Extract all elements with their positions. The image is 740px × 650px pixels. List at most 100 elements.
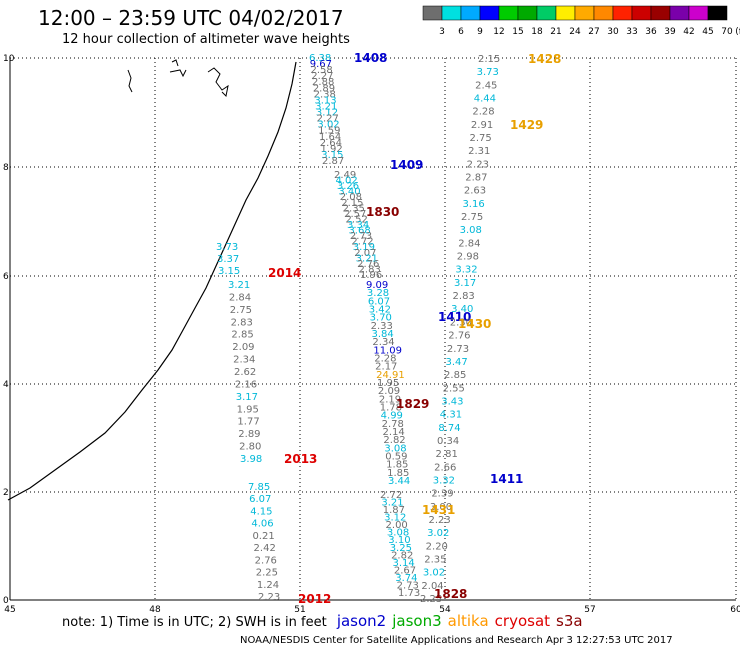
wave-height-value: 6.07 (368, 296, 390, 307)
wave-height-value: 2.15 (341, 198, 363, 209)
wave-height-value: 2.76 (448, 331, 470, 342)
wave-height-value: 3.68 (348, 226, 370, 237)
wave-height-value: 3.17 (236, 392, 258, 403)
wave-height-value: 2.75 (461, 212, 483, 223)
legend-tick: 42 (683, 27, 694, 37)
wave-height-value: 2.98 (457, 252, 479, 263)
wave-height-value: 2.72 (380, 490, 402, 501)
wave-height-value: 1.96 (360, 270, 382, 281)
wave-height-value: 3.98 (240, 454, 262, 465)
wave-height-value: 7.85 (248, 482, 270, 493)
wave-height-value: 3.21 (315, 101, 337, 112)
pass-time-label: 1411 (490, 472, 523, 486)
wave-height-value: 2.84 (229, 292, 251, 303)
x-tick-label: 48 (149, 605, 161, 615)
y-tick-label: 0 (3, 596, 9, 606)
wave-height-value: 2.09 (378, 386, 400, 397)
wave-height-value: 2.88 (312, 77, 334, 88)
wave-height-value: 4.02 (335, 176, 357, 187)
wave-height-value: 3.14 (392, 558, 414, 569)
wave-height-value: 2.30 (450, 317, 472, 328)
wave-height-value: 2.66 (434, 462, 456, 473)
wave-height-value: 2.07 (354, 248, 376, 259)
wave-height-value: 4.06 (251, 519, 273, 530)
x-tick-label: 60 (730, 605, 740, 615)
wave-height-value: 3.12 (384, 513, 406, 524)
wave-height-value: 2.08 (340, 192, 362, 203)
wave-height-value: 2.73 (350, 231, 372, 242)
wave-height-value: 2.73 (397, 580, 419, 591)
legend-tick: 70 (721, 27, 733, 37)
wave-height-value: 4.15 (250, 506, 272, 517)
y-tick-label: 4 (3, 380, 9, 390)
legend-tick: 27 (588, 27, 599, 37)
credit-line: NOAA/NESDIS Center for Satellite Applica… (240, 635, 673, 646)
wave-height-value: 2.78 (382, 419, 404, 430)
wave-height-value: 2.75 (470, 133, 492, 144)
wave-height-value: 1.87 (383, 505, 405, 516)
wave-height-value: 4.99 (381, 411, 403, 422)
wave-height-value: 2.23 (428, 515, 450, 526)
wave-height-value: 3.21 (381, 498, 403, 509)
wave-height-value: 3.15 (321, 150, 343, 161)
wave-height-value: 3.02 (317, 120, 339, 131)
wave-height-value: 3.08 (387, 528, 409, 539)
wave-height-value: 2.76 (357, 259, 379, 270)
wave-height-value: 2.81 (436, 449, 458, 460)
wave-height-value: 3.21 (228, 280, 250, 291)
wave-height-value: 1.92 (320, 144, 342, 155)
wave-height-value: 3.32 (455, 265, 477, 276)
wave-height-value: 1.77 (237, 417, 259, 428)
pass-time-label: 1430 (458, 317, 491, 331)
pass-time-label: 1409 (390, 158, 423, 172)
satellite-legend: jason2 jason3 altika cryosat s3a (331, 612, 583, 630)
wave-height-value: 3.70 (370, 313, 392, 324)
wave-height-value: 2.80 (239, 442, 261, 453)
wave-height-value: 3.42 (369, 305, 391, 316)
wave-height-value: 3.73 (216, 242, 238, 253)
wave-height-value: 2.33 (371, 321, 393, 332)
wave-height-value: 3.17 (454, 278, 476, 289)
axis-labels: 45 48 51 54 57 60 0 2 4 6 8 10 (3, 54, 740, 615)
pass-time-label: 1428 (528, 52, 561, 66)
wave-height-value: 3.84 (372, 329, 394, 340)
wave-height-value: 2.64 (320, 138, 342, 149)
satellite-name: altika (447, 612, 489, 630)
wave-height-value: 3.12 (316, 108, 338, 119)
wave-height-value: 2.49 (334, 170, 356, 181)
wave-height-value: 3.73 (477, 67, 499, 78)
satellite-name: s3a (556, 612, 583, 630)
x-tick-label: 45 (4, 605, 15, 615)
wave-height-value: 6.07 (249, 494, 271, 505)
wave-height-value: 0.34 (437, 436, 459, 447)
note-text: note: 1) Time is in UTC; 2) SWH is in fe… (62, 615, 327, 630)
wave-height-value: 2.38 (314, 89, 336, 100)
wave-height-value: 3.08 (384, 443, 406, 454)
legend-tick: 36 (645, 27, 657, 37)
wave-height-value: 2.17 (375, 362, 397, 373)
wave-height-value: 2.82 (383, 435, 405, 446)
legend-tick: 39 (664, 27, 676, 37)
wave-height-value: 2.75 (230, 305, 252, 316)
wave-height-value: 2.35 (343, 203, 365, 214)
coastline (7, 59, 297, 501)
legend-tick: 45 (702, 27, 713, 37)
wave-height-value: 3.15 (218, 266, 240, 277)
wave-height-value: 1.95 (237, 404, 259, 415)
wave-height-value: 2.27 (311, 71, 333, 82)
wave-height-value: 2.23 (258, 592, 280, 603)
wave-height-value: 2.62 (234, 367, 256, 378)
wave-height-value: 2.25 (256, 568, 278, 579)
wave-height-value: 9.09 (366, 280, 388, 291)
map-title: 12:00 – 23:59 UTC 04/02/2017 (38, 6, 344, 30)
y-tick-label: 8 (3, 163, 9, 173)
wave-height-value: 3.44 (388, 476, 410, 487)
satellite-name: cryosat (494, 612, 551, 630)
wave-height-value: 3.47 (445, 357, 467, 368)
wave-height-value: 11.09 (373, 345, 402, 356)
wave-height-value: 2.83 (359, 264, 381, 275)
wave-height-value: 2.85 (444, 370, 466, 381)
y-tick-label: 2 (3, 488, 9, 498)
